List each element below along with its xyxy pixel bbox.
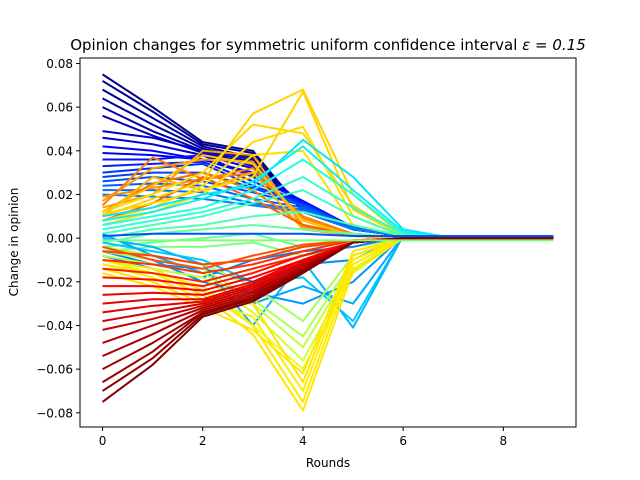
plot-lines [101, 73, 554, 412]
x-tick-label: 8 [500, 434, 508, 448]
y-axis-label: Change in opinion [7, 188, 21, 297]
x-tick-label: 0 [99, 434, 107, 448]
x-axis-label: Rounds [306, 456, 350, 470]
chart-title-text: Opinion changes for symmetric uniform co… [70, 36, 522, 54]
axes-frame [79, 57, 577, 428]
x-tick-label: 2 [199, 434, 207, 448]
y-tick-label: 0.08 [46, 57, 73, 71]
y-tick-label: −0.04 [36, 319, 73, 333]
series-line-72 [101, 237, 554, 403]
y-tick-label: 0.04 [46, 144, 73, 158]
x-tick-label: 4 [299, 434, 307, 448]
y-tick-label: 0.00 [46, 232, 73, 246]
series-line-73 [102, 232, 554, 237]
y-axis-ticks: −0.08 −0.06 −0.04 −0.02 0.00 0.02 0.04 0.06 0.08 [36, 57, 80, 420]
chart-title: Opinion changes for symmetric uniform co… [70, 36, 586, 54]
x-tick-label: 6 [399, 434, 407, 448]
y-tick-label: −0.08 [36, 406, 73, 420]
y-tick-label: 0.06 [46, 101, 73, 115]
y-tick-label: −0.06 [36, 363, 73, 377]
chart-title-math: ε = 0.15 [522, 36, 586, 54]
y-tick-label: −0.02 [36, 275, 73, 289]
x-axis-ticks: 0 2 4 6 8 [99, 427, 507, 448]
y-tick-label: 0.02 [46, 188, 73, 202]
